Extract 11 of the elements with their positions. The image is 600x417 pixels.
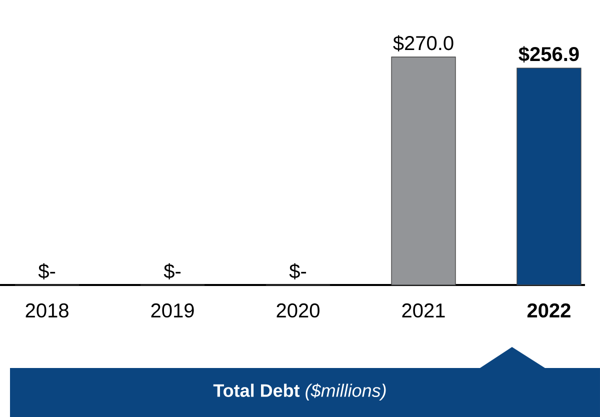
data-label: $- bbox=[164, 263, 181, 280]
x-tick-label: 2020 bbox=[276, 303, 320, 318]
x-tick-label: 2021 bbox=[402, 303, 445, 318]
text: Total Debt ($millions) bbox=[213, 383, 386, 401]
data-label: $- bbox=[38, 263, 56, 280]
data-label: $- bbox=[289, 263, 306, 280]
x-tick-label: 2022 bbox=[527, 303, 570, 318]
data-label: $270.0 bbox=[393, 35, 454, 52]
x-tick-label: 2019 bbox=[151, 303, 194, 318]
data-label: $256.9 bbox=[518, 46, 579, 62]
x-tick-label: 2018 bbox=[26, 303, 68, 318]
